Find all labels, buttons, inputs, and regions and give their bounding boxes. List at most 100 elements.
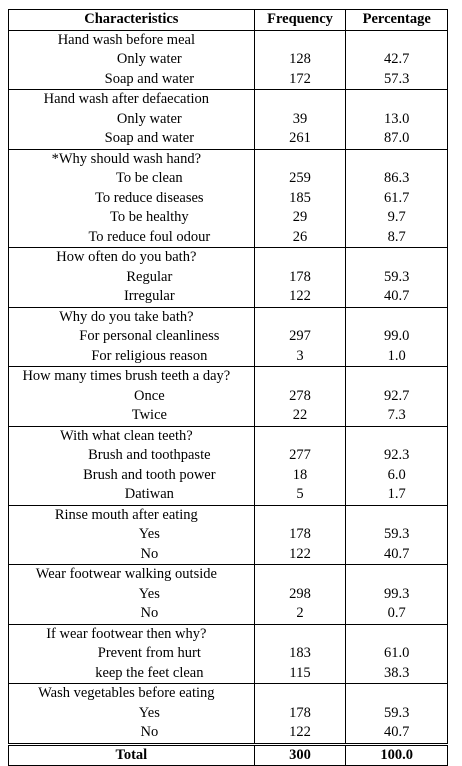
frequency: 178 bbox=[253, 267, 347, 287]
empty-cell bbox=[253, 366, 347, 387]
item-row: For religious reason 3 1.0 bbox=[8, 346, 448, 367]
group-title: Hand wash after defaecation bbox=[8, 89, 255, 110]
frequency: 5 bbox=[253, 485, 347, 505]
percentage: 99.3 bbox=[345, 584, 448, 604]
empty-cell bbox=[253, 306, 347, 327]
empty-cell bbox=[253, 504, 347, 525]
header-cell: Frequency bbox=[253, 9, 347, 31]
item-row: Irregular 122 40.7 bbox=[8, 287, 448, 307]
frequency: 298 bbox=[253, 584, 347, 604]
group-title: If wear footwear then why? bbox=[8, 623, 255, 644]
data-table: Characteristics Frequency Percentage Han… bbox=[8, 9, 448, 766]
empty-cell bbox=[253, 148, 347, 169]
group-title: With what clean teeth? bbox=[8, 425, 255, 446]
item-row: Only water 128 42.7 bbox=[8, 50, 448, 70]
frequency: 3 bbox=[253, 346, 347, 367]
frequency: 39 bbox=[253, 109, 347, 129]
empty-cell bbox=[345, 623, 448, 644]
frequency: 29 bbox=[253, 208, 347, 228]
frequency: 278 bbox=[253, 386, 347, 406]
empty-cell bbox=[345, 683, 448, 704]
item-label: Brush and toothpaste bbox=[8, 446, 255, 466]
frequency: 259 bbox=[253, 169, 347, 189]
percentage: 1.0 bbox=[345, 346, 448, 367]
empty-cell bbox=[345, 504, 448, 525]
item-label: To reduce diseases bbox=[8, 188, 255, 208]
percentage: 0.7 bbox=[345, 604, 448, 624]
percentage: 7.3 bbox=[345, 406, 448, 426]
frequency: 178 bbox=[253, 525, 347, 545]
item-label: Soap and water bbox=[8, 129, 255, 149]
item-label: To reduce foul odour bbox=[8, 227, 255, 248]
frequency: 185 bbox=[253, 188, 347, 208]
item-label: For religious reason bbox=[8, 346, 255, 367]
item-row: Prevent from hurt 183 61.0 bbox=[8, 644, 448, 664]
item-row: Regular 178 59.3 bbox=[8, 267, 448, 287]
empty-cell bbox=[253, 89, 347, 110]
item-label: For personal cleanliness bbox=[8, 327, 255, 347]
empty-cell bbox=[253, 247, 347, 268]
item-row: Brush and tooth power 18 6.0 bbox=[8, 465, 448, 485]
group-title: Wear footwear walking outside bbox=[8, 564, 255, 585]
percentage: 1.7 bbox=[345, 485, 448, 505]
item-row: For personal cleanliness 297 99.0 bbox=[8, 327, 448, 347]
percentage: 57.3 bbox=[345, 69, 448, 90]
frequency: 122 bbox=[253, 287, 347, 307]
item-label: Yes bbox=[8, 584, 255, 604]
percentage: 92.3 bbox=[345, 446, 448, 466]
group-title-row: Hand wash after defaecation bbox=[8, 89, 448, 110]
table-body: Hand wash before meal Only water 128 42.7 So… bbox=[8, 29, 448, 766]
empty-cell bbox=[345, 89, 448, 110]
header-row: Characteristics Frequency Percentage bbox=[8, 9, 448, 31]
total-cell: 100.0 bbox=[345, 742, 448, 766]
header-cell: Characteristics bbox=[8, 9, 255, 31]
item-row: Yes 178 59.3 bbox=[8, 525, 448, 545]
empty-cell bbox=[345, 425, 448, 446]
group-title-row: If wear footwear then why? bbox=[8, 623, 448, 644]
item-row: Soap and water 172 57.3 bbox=[8, 69, 448, 90]
frequency: 178 bbox=[253, 703, 347, 723]
item-label: Datiwan bbox=[8, 485, 255, 505]
frequency: 277 bbox=[253, 446, 347, 466]
group-title-row: *Why should wash hand? bbox=[8, 148, 448, 169]
percentage: 42.7 bbox=[345, 50, 448, 70]
item-row: No 122 40.7 bbox=[8, 544, 448, 565]
item-label: Prevent from hurt bbox=[8, 644, 255, 664]
item-label: Twice bbox=[8, 406, 255, 426]
item-row: Datiwan 5 1.7 bbox=[8, 485, 448, 505]
frequency: 172 bbox=[253, 69, 347, 90]
item-label: Irregular bbox=[8, 287, 255, 307]
item-row: Yes 178 59.3 bbox=[8, 703, 448, 723]
item-row: To reduce foul odour 26 8.7 bbox=[8, 227, 448, 248]
total-cell: 300 bbox=[253, 742, 347, 766]
empty-cell bbox=[253, 564, 347, 585]
item-row: To be clean 259 86.3 bbox=[8, 169, 448, 189]
empty-cell bbox=[253, 683, 347, 704]
item-label: To be clean bbox=[8, 169, 255, 189]
percentage: 59.3 bbox=[345, 525, 448, 545]
percentage: 40.7 bbox=[345, 723, 448, 744]
empty-cell bbox=[345, 148, 448, 169]
item-label: Only water bbox=[8, 50, 255, 70]
empty-cell bbox=[345, 29, 448, 50]
header-cell: Percentage bbox=[345, 9, 448, 31]
item-label: No bbox=[8, 604, 255, 624]
group-title: How often do you bath? bbox=[8, 247, 255, 268]
item-row: To be healthy 29 9.7 bbox=[8, 208, 448, 228]
frequency: 2 bbox=[253, 604, 347, 624]
item-label: To be healthy bbox=[8, 208, 255, 228]
frequency: 22 bbox=[253, 406, 347, 426]
total-cell: Total bbox=[8, 742, 255, 766]
group-title-row: Wash vegetables before eating bbox=[8, 683, 448, 704]
empty-cell bbox=[345, 306, 448, 327]
percentage: 92.7 bbox=[345, 386, 448, 406]
group-title-row: Rinse mouth after eating bbox=[8, 504, 448, 525]
empty-cell bbox=[345, 564, 448, 585]
percentage: 86.3 bbox=[345, 169, 448, 189]
group-title-row: How many times brush teeth a day? bbox=[8, 366, 448, 387]
item-row: Soap and water 261 87.0 bbox=[8, 129, 448, 149]
item-row: No 2 0.7 bbox=[8, 604, 448, 624]
item-label: Once bbox=[8, 386, 255, 406]
frequency: 183 bbox=[253, 644, 347, 664]
item-row: Brush and toothpaste 277 92.3 bbox=[8, 446, 448, 466]
